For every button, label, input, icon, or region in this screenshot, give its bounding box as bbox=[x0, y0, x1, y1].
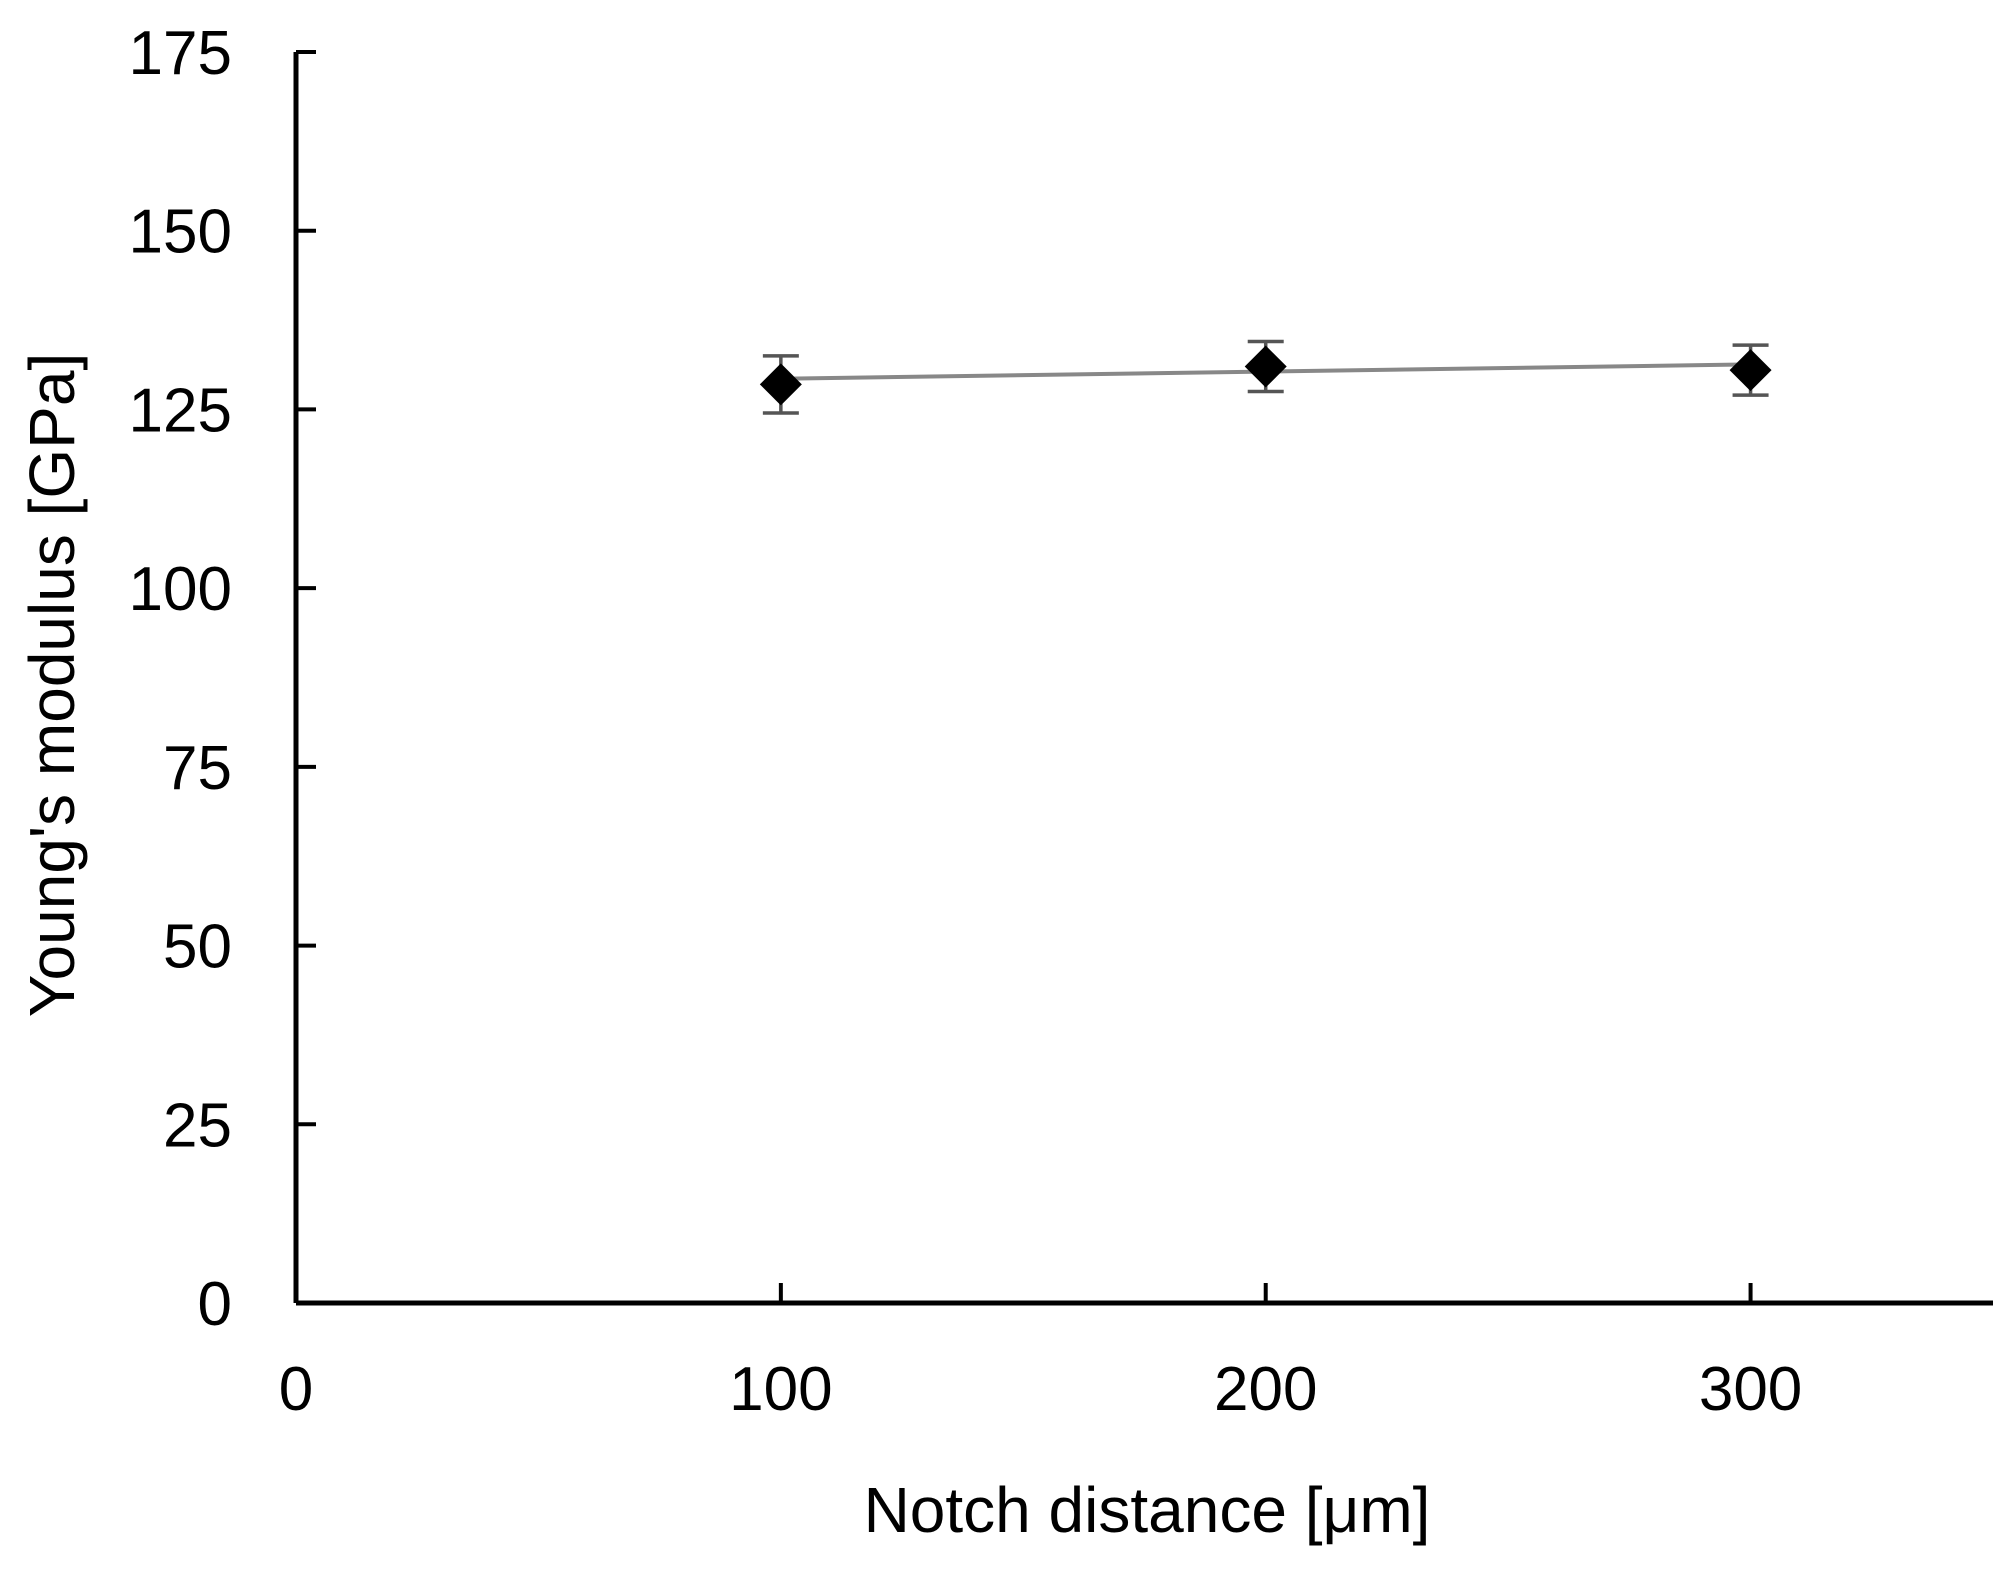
y-axis-title: Young's modulus [GPa] bbox=[16, 353, 88, 1018]
axes: 0 25 50 75 100 125 150 175 0 100 200 300 bbox=[129, 19, 1993, 1424]
data-point bbox=[1244, 345, 1287, 388]
y-tick-label: 0 bbox=[198, 1270, 232, 1339]
data-point bbox=[759, 363, 802, 406]
y-tick-label: 50 bbox=[163, 913, 232, 982]
y-tick-label: 75 bbox=[163, 734, 232, 803]
y-tick-label: 150 bbox=[129, 198, 232, 267]
y-tick-label: 175 bbox=[129, 19, 232, 88]
x-tick-label: 100 bbox=[729, 1355, 832, 1424]
plot-area bbox=[759, 339, 1772, 415]
x-axis-title: Notch distance [μm] bbox=[864, 1474, 1431, 1546]
y-tick-label: 125 bbox=[129, 376, 232, 445]
x-tick-label: 0 bbox=[279, 1355, 313, 1424]
x-tick-label: 300 bbox=[1699, 1355, 1802, 1424]
y-tick-label: 100 bbox=[129, 555, 232, 624]
data-point bbox=[1729, 349, 1772, 392]
x-tick-label: 200 bbox=[1214, 1355, 1317, 1424]
y-tick-label: 25 bbox=[163, 1091, 232, 1160]
